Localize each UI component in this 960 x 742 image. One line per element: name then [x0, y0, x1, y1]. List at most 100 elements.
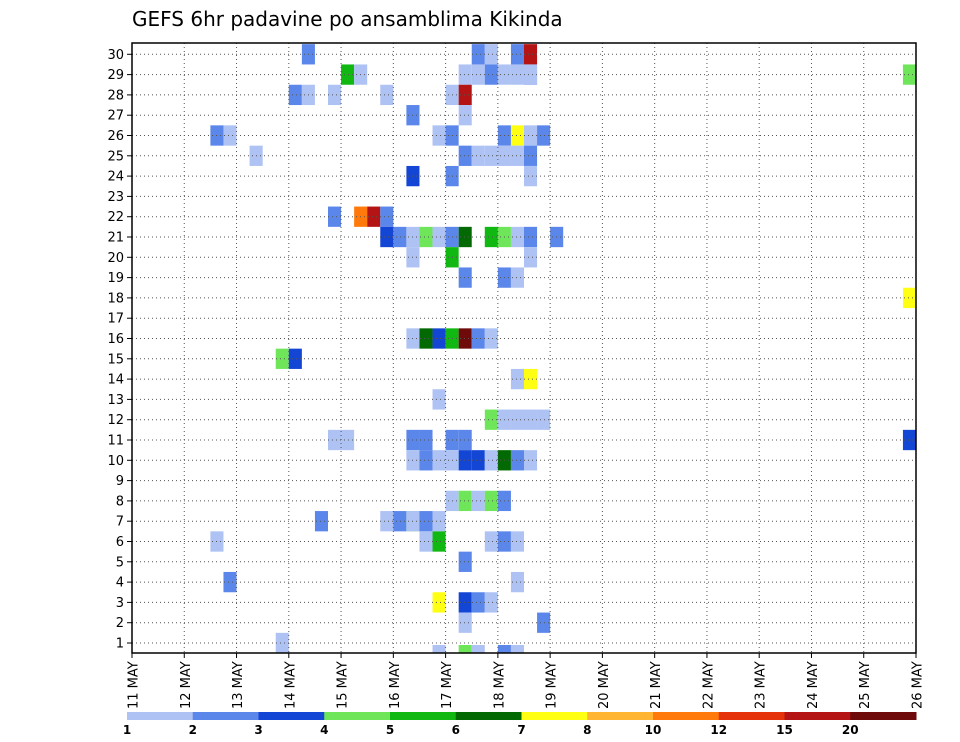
- heatmap-cell: [341, 429, 355, 451]
- legend-swatch: [390, 712, 457, 720]
- y-tick-label: 8: [116, 494, 124, 509]
- heatmap-cell: [524, 450, 538, 471]
- y-tick-label: 3: [116, 596, 124, 611]
- heatmap-cell: [510, 571, 524, 593]
- heatmap-cell: [419, 429, 433, 451]
- heatmap-cell: [458, 551, 472, 572]
- y-axis: 1234567891011121314151617181920212223242…: [107, 48, 132, 652]
- heatmap-cell: [380, 206, 394, 227]
- legend-label: 1: [123, 723, 131, 737]
- heatmap-cell: [524, 64, 538, 85]
- legend-label: 2: [189, 723, 197, 737]
- legend-swatch: [718, 712, 785, 720]
- heatmap-cell: [380, 511, 394, 532]
- heatmap-cell: [288, 84, 302, 106]
- heatmap-cell: [432, 328, 446, 349]
- y-tick-label: 29: [107, 68, 124, 83]
- x-axis: 11 MAY 12 MAY 13 MAY 14 MAY 15 MAY 16 MAY 17 M…: [127, 653, 926, 709]
- heatmap-cell: [328, 206, 342, 227]
- heatmap-cell: [484, 145, 498, 166]
- heatmap-cell: [524, 409, 538, 430]
- y-tick-label: 21: [107, 231, 124, 246]
- gridlines: [132, 43, 916, 653]
- y-tick-label: 17: [107, 312, 124, 327]
- heatmap-cell: [393, 511, 407, 532]
- heatmap-cell: [393, 226, 407, 248]
- heatmap-cell: [458, 490, 472, 512]
- x-tick-label: 26 MAY: [911, 661, 926, 709]
- x-tick-label: 24 MAY: [806, 661, 821, 709]
- y-tick-label: 23: [107, 190, 124, 205]
- heatmap-cell: [510, 450, 524, 471]
- heatmap-cell: [497, 645, 511, 653]
- heatmap-cell: [484, 531, 498, 552]
- heatmap-cell: [484, 44, 498, 65]
- y-tick-label: 4: [116, 576, 124, 591]
- heatmap-cell: [328, 429, 342, 451]
- heatmap-cell: [510, 267, 524, 288]
- legend-swatch: [521, 712, 588, 720]
- heatmap-cell: [458, 267, 472, 288]
- legend-swatch: [192, 712, 259, 720]
- heatmap-cell: [524, 368, 538, 390]
- legend-label: 10: [645, 723, 662, 737]
- heatmap-cell: [471, 64, 485, 85]
- heatmap-cell: [432, 511, 446, 532]
- heatmap-cell: [471, 145, 485, 166]
- heatmap-cell: [537, 125, 551, 146]
- y-tick-label: 11: [107, 434, 124, 449]
- heatmap-cell: [458, 64, 472, 85]
- heatmap-cell: [524, 44, 538, 65]
- legend-swatch: [587, 712, 654, 720]
- x-tick-label: 16 MAY: [388, 661, 403, 709]
- y-tick-label: 22: [107, 210, 124, 225]
- x-tick-label: 11 MAY: [127, 661, 142, 709]
- heatmap-cell: [524, 247, 538, 268]
- heatmap-cell: [223, 125, 237, 146]
- heatmap-cell: [484, 64, 498, 85]
- heatmap-cell: [510, 44, 524, 65]
- x-tick-label: 21 MAY: [649, 661, 664, 709]
- legend-swatch: [455, 712, 522, 720]
- x-tick-label: 17 MAY: [440, 661, 455, 709]
- heatmap-cell: [275, 632, 289, 654]
- heatmap-cell: [484, 450, 498, 471]
- heatmap-cell: [314, 511, 328, 532]
- heatmap-cell: [524, 145, 538, 166]
- chart-title: GEFS 6hr padavine po ansamblima Kikinda: [132, 7, 563, 31]
- heatmap-cell: [484, 592, 498, 613]
- y-tick-label: 27: [107, 109, 124, 124]
- heatmap-cell: [524, 226, 538, 248]
- heatmap-cell: [458, 105, 472, 126]
- y-tick-label: 24: [107, 170, 124, 185]
- heatmap-cell: [432, 125, 446, 146]
- heatmap-cell: [484, 409, 498, 430]
- heatmap-cell: [380, 226, 394, 248]
- legend-label: 6: [452, 723, 460, 737]
- heatmap-cell: [471, 44, 485, 65]
- x-tick-label: 20 MAY: [597, 661, 612, 709]
- heatmap-cell: [471, 328, 485, 349]
- legend-label: 7: [517, 723, 525, 737]
- legend-label: 12: [710, 723, 727, 737]
- y-tick-label: 19: [107, 271, 124, 286]
- y-tick-label: 14: [107, 373, 124, 388]
- x-tick-label: 23 MAY: [754, 661, 769, 709]
- legend-swatch: [324, 712, 391, 720]
- legend-swatch: [653, 712, 720, 720]
- heatmap-cell: [471, 490, 485, 512]
- x-tick-label: 25 MAY: [858, 661, 873, 709]
- heatmap-cell: [458, 226, 472, 248]
- heatmap-cell: [484, 226, 498, 248]
- legend: 1 2 3 4 5 6 7 8 10 12 15 20: [123, 712, 917, 737]
- y-tick-label: 15: [107, 352, 124, 367]
- y-tick-label: 5: [116, 555, 124, 570]
- heatmap-cell: [458, 145, 472, 166]
- y-tick-label: 26: [107, 129, 124, 144]
- heatmap-cell: [328, 84, 342, 106]
- y-tick-label: 10: [107, 454, 124, 469]
- y-tick-label: 13: [107, 393, 124, 408]
- heatmap-cell: [471, 645, 485, 653]
- heatmap-cell: [902, 64, 916, 85]
